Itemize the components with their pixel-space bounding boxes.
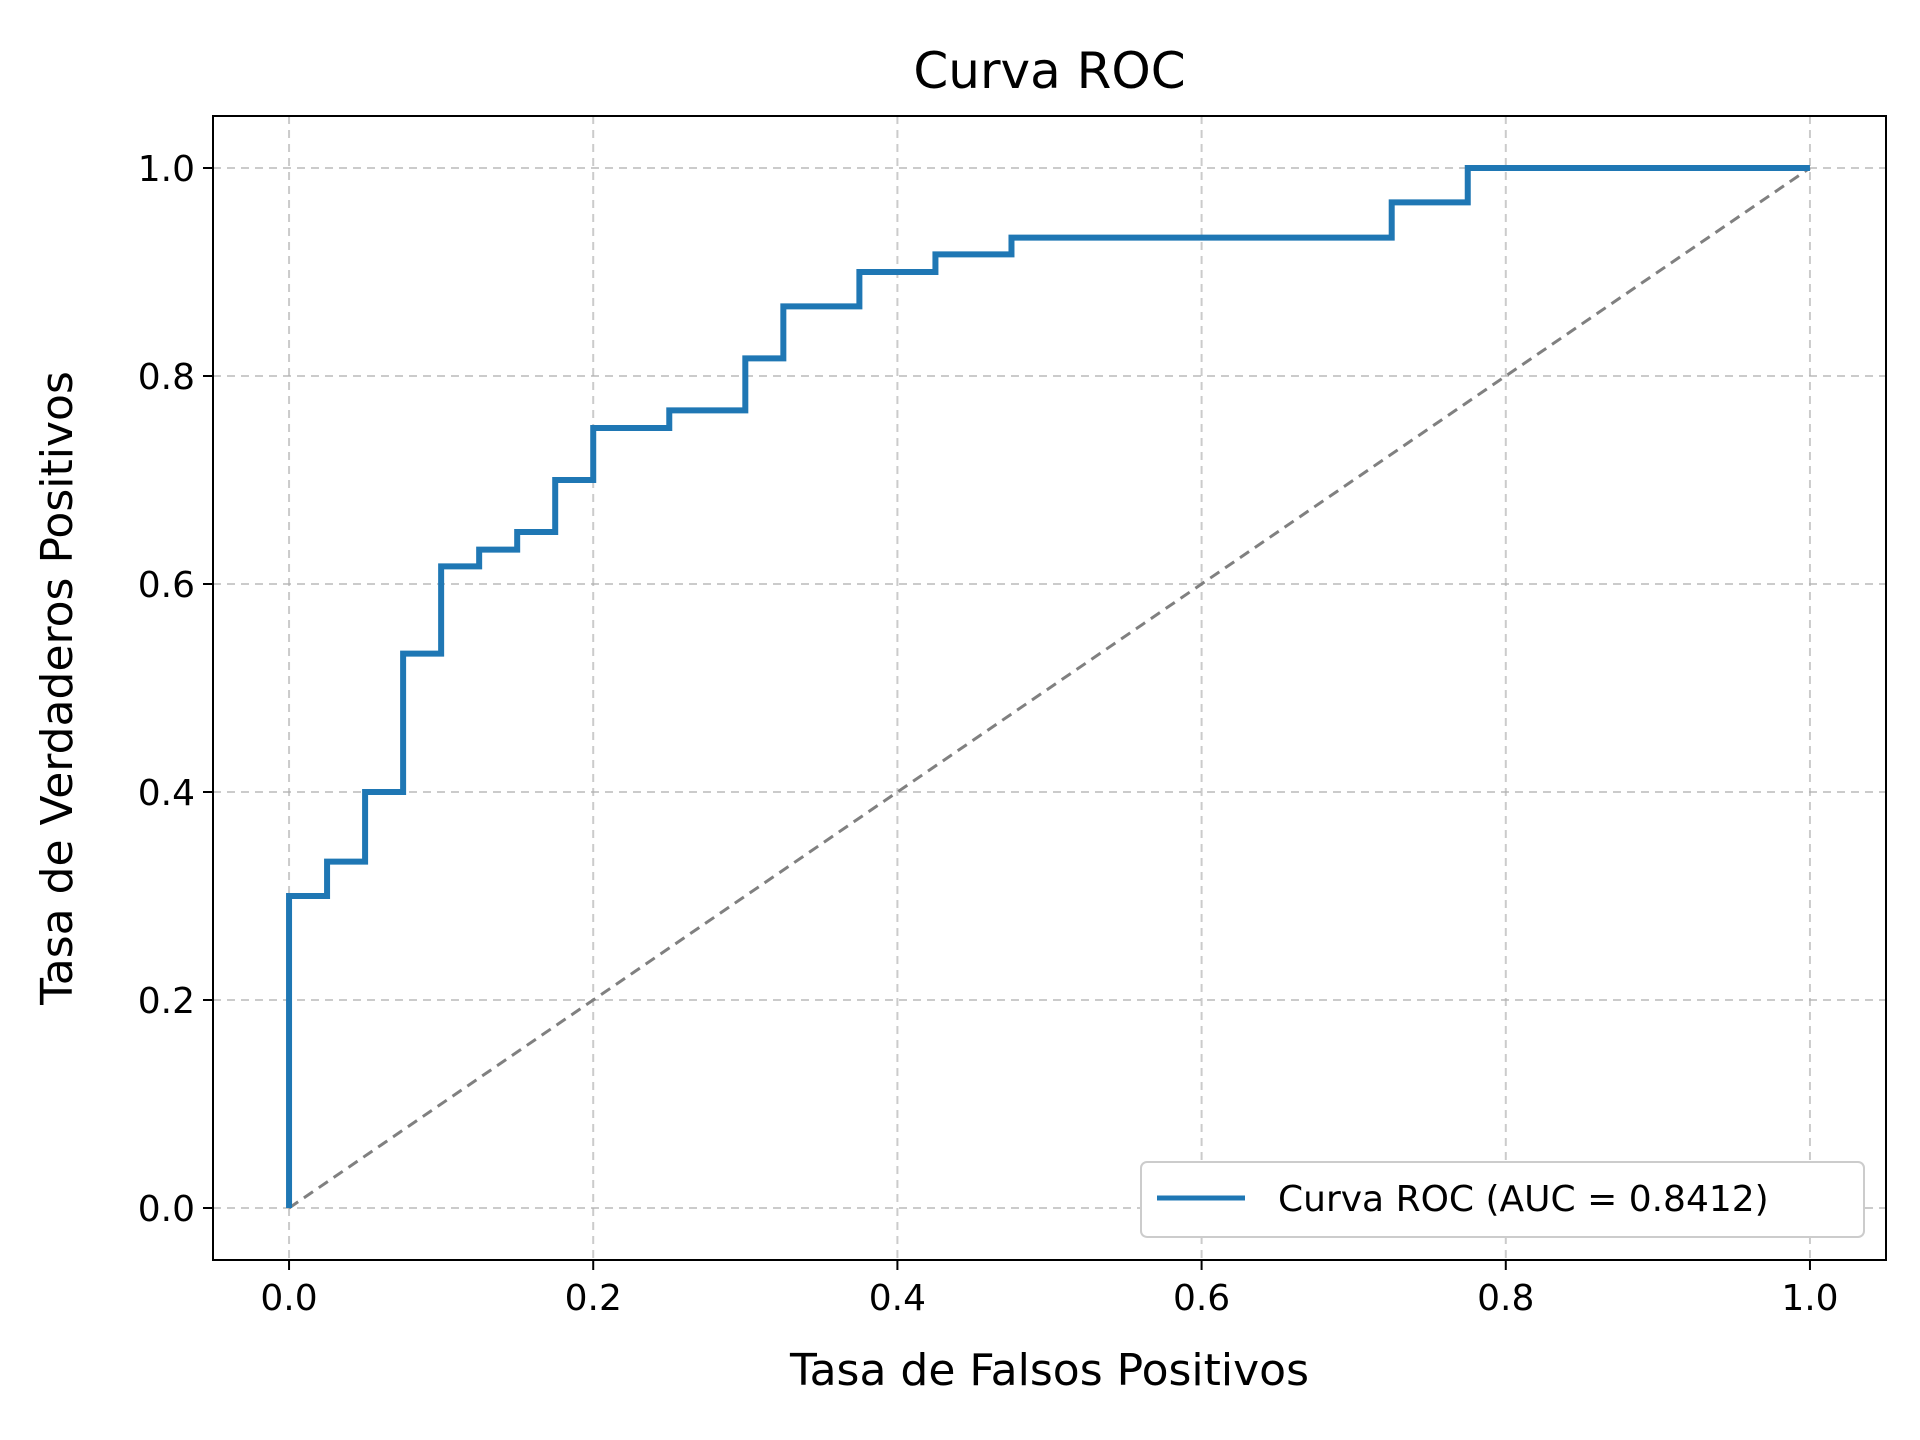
x-tick-label: 0.6	[1173, 1278, 1230, 1319]
ticks: 0.0 0.2 0.4 0.6 0.8 1.0 0.0 0.2 0.4 0.6 0.8 1.0	[138, 149, 1839, 1319]
roc-curve-line	[286, 165, 1810, 1208]
x-tick-label: 0.8	[1477, 1278, 1534, 1319]
y-tick-label: 0.2	[138, 981, 195, 1022]
x-tick-label: 0.0	[260, 1278, 317, 1319]
y-tick-label: 1.0	[138, 149, 195, 190]
reference-diagonal-line	[288, 166, 1811, 1210]
y-tick-label: 0.0	[138, 1189, 195, 1230]
x-axis-label: Tasa de Falsos Positivos	[789, 1345, 1309, 1396]
legend-label-roc: Curva ROC (AUC = 0.8412)	[1278, 1179, 1769, 1220]
legend: Curva ROC (AUC = 0.8412)	[1140, 1161, 1865, 1238]
y-tick-label: 0.4	[138, 773, 195, 814]
y-axis-label: Tasa de Verdaderos Positivos	[32, 371, 83, 1006]
legend-box	[1140, 1161, 1865, 1238]
x-tick-label: 0.4	[869, 1278, 926, 1319]
plot-frame	[212, 115, 1887, 1261]
x-tick-label: 0.2	[565, 1278, 622, 1319]
series-layer	[286, 165, 1811, 1210]
y-tick-label: 0.6	[138, 565, 195, 606]
chart-title: Curva ROC	[913, 42, 1185, 100]
y-tick-label: 0.8	[138, 357, 195, 398]
x-tick-label: 1.0	[1781, 1278, 1838, 1319]
